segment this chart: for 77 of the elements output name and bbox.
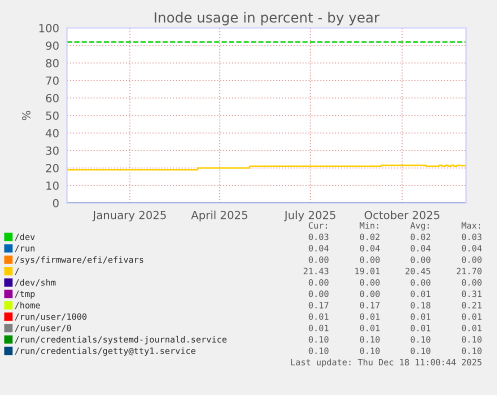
legend-label: /run/user/0: [14, 324, 71, 332]
text: 0.00: [308, 256, 328, 263]
y-tick-label: 20: [46, 164, 59, 172]
text: 0.01: [360, 324, 380, 332]
y-axis-title: %: [22, 110, 30, 120]
text: 0.17: [308, 302, 328, 308]
y-tick-label: 60: [46, 94, 59, 102]
legend-label: /run/user/1000: [14, 313, 86, 321]
legend-label: /dev: [14, 233, 35, 241]
y-tick-label: 70: [46, 76, 59, 85]
text: 0.10: [360, 336, 380, 343]
text: 0.00: [308, 290, 328, 298]
text: 0.01: [462, 324, 482, 332]
y-tick-label: 50: [46, 111, 59, 120]
text: 0.00: [360, 290, 380, 298]
text: 0.10: [308, 336, 328, 343]
text: 0.21: [462, 302, 482, 308]
text: 0.01: [308, 324, 328, 332]
text: 0.00: [360, 256, 380, 263]
legend-label: /run/credentials/systemd-journald.service: [14, 336, 226, 344]
text: 0.03: [462, 234, 482, 240]
text: 0.00: [410, 256, 430, 263]
text: 0.10: [360, 348, 380, 354]
y-tick-label: 0: [53, 198, 59, 208]
text: Max:: [462, 222, 480, 229]
legend-label: /home: [14, 302, 40, 310]
text: 0.04: [360, 244, 380, 252]
text: 0.01: [462, 313, 482, 320]
x-tick-label: April 2025: [191, 210, 248, 222]
text: 0.01: [410, 290, 430, 298]
text: 0.04: [410, 245, 430, 252]
text: 0.00: [462, 256, 482, 263]
text: 0.00: [462, 279, 482, 286]
text: 0.10: [462, 348, 482, 354]
y-tick-label: 100: [39, 24, 59, 32]
text: Cur:: [308, 222, 327, 229]
text: 20.45: [406, 268, 430, 274]
text: 0.00: [410, 279, 430, 286]
legend-label: /: [14, 268, 19, 275]
text: 0.01: [360, 313, 380, 320]
text: 0.02: [360, 234, 380, 240]
y-tick-label: 80: [46, 58, 59, 68]
legend-label: /tmp: [14, 290, 35, 299]
text: 0.04: [462, 244, 482, 252]
text: 21.70: [456, 268, 482, 274]
x-tick-label: October 2025: [364, 210, 440, 220]
text: 19.01: [355, 268, 380, 274]
text: 0.03: [308, 234, 328, 240]
text: 0.31: [462, 290, 482, 298]
legend-label: /run: [14, 245, 34, 252]
text: 0.18: [410, 302, 430, 309]
text: Min:: [360, 222, 378, 229]
text: 0.10: [462, 336, 482, 343]
y-tick-label: 30: [46, 146, 59, 155]
y-tick-label: 10: [46, 181, 59, 190]
y-tick-label: 40: [46, 128, 59, 138]
legend-label: /run/credentials/getty@tty1.service: [14, 347, 196, 356]
chart-title: Inode usage in percent - by year: [154, 12, 380, 26]
text: Last update: Thu Dec 18 11:00:44 2025: [291, 358, 482, 368]
text: 0.10: [410, 348, 430, 354]
text: 0.00: [360, 279, 380, 286]
text: 0.01: [410, 324, 430, 332]
text: 0.02: [410, 234, 430, 240]
text: 0.01: [308, 313, 328, 320]
text: 0.04: [308, 244, 329, 252]
y-tick-label: 90: [46, 41, 59, 50]
text: 0.10: [410, 336, 430, 343]
x-tick-label: January 2025: [92, 210, 166, 222]
x-tick-label: July 2025: [284, 210, 336, 222]
text: Avg:: [410, 222, 429, 230]
text: 21.43: [304, 268, 328, 274]
legend-label: /dev/shm: [14, 279, 56, 286]
legend-label: /sys/firmware/efi/efivars: [14, 256, 144, 265]
text: 0.17: [360, 302, 380, 308]
text: 0.01: [410, 313, 430, 320]
text: 0.10: [308, 348, 328, 354]
text: 0.00: [308, 279, 328, 286]
